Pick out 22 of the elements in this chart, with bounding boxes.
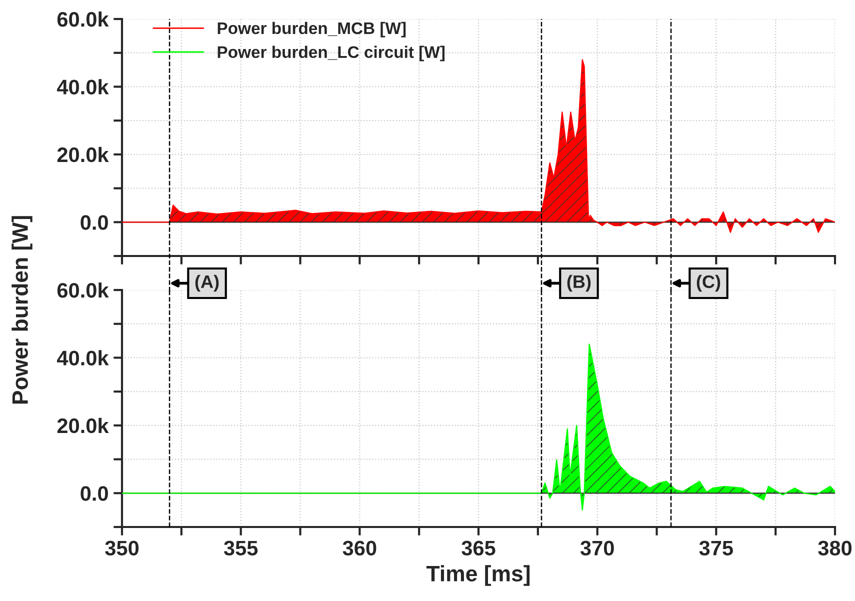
x-tick-label: 360: [342, 540, 376, 556]
legend-label: Power burden_LC circuit [W]: [218, 46, 445, 62]
y-tick-label: 20.0k: [57, 146, 109, 162]
ref-line-label: (A): [195, 274, 219, 292]
y-tick-label: 0.0: [80, 486, 108, 501]
y-tick-label: 60.0k: [57, 11, 109, 27]
ref-line-label: (B): [567, 274, 591, 292]
x-tick-label: 380: [818, 540, 852, 556]
ref-line-label: (C): [696, 274, 720, 292]
x-axis-title: Time [ms]: [426, 565, 530, 586]
y-tick-label: 0.0: [80, 215, 108, 230]
x-tick-label: 375: [699, 540, 733, 556]
x-tick-label: 365: [462, 540, 496, 556]
x-tick-label: 350: [105, 540, 139, 556]
y-axis-title: Power burden [W]: [12, 216, 32, 404]
x-tick-label: 370: [580, 540, 614, 556]
y-tick-label: 20.0k: [57, 418, 109, 434]
y-tick-label: 40.0k: [56, 350, 109, 366]
y-tick-label: 40.0k: [56, 79, 109, 94]
legend-label: Power burden_MCB [W]: [218, 22, 406, 38]
x-tick-label: 355: [224, 540, 258, 556]
y-tick-label: 60.0k: [57, 282, 109, 298]
